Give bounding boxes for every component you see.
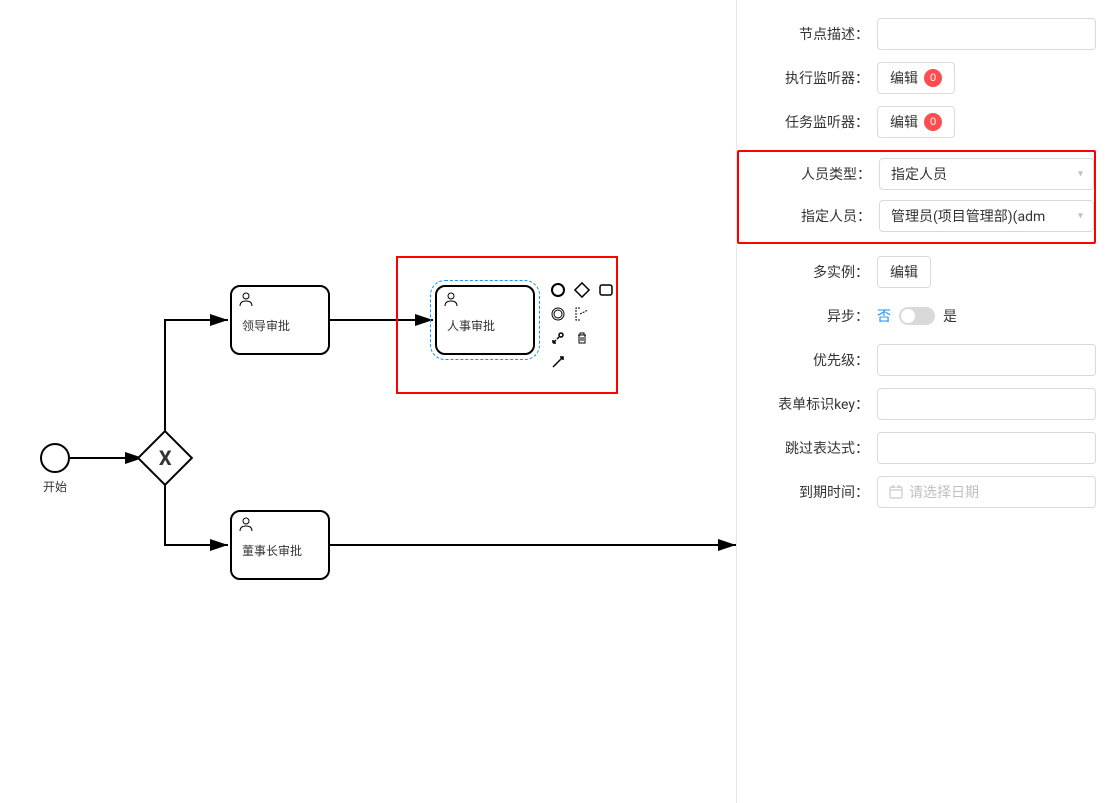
context-pad <box>548 280 616 372</box>
row-skip-expr: 跳过表达式： <box>737 432 1096 464</box>
task-chairman-approval[interactable]: 董事长审批 <box>230 510 330 580</box>
input-form-key[interactable] <box>877 388 1096 420</box>
row-node-desc: 节点描述： <box>737 18 1096 50</box>
append-task-icon[interactable] <box>596 280 616 300</box>
delete-icon[interactable] <box>572 328 592 348</box>
date-placeholder: 请选择日期 <box>909 482 979 502</box>
btn-label: 编辑 <box>890 112 918 132</box>
row-due-date: 到期时间： 请选择日期 <box>737 476 1096 508</box>
label-person-type: 人员类型： <box>739 164 879 184</box>
flow-layer <box>0 0 736 803</box>
task-leader-approval[interactable]: 领导审批 <box>230 285 330 355</box>
gateway-x-icon: X <box>159 446 172 470</box>
append-gateway-icon[interactable] <box>572 280 592 300</box>
task-label: 董事长审批 <box>242 542 302 559</box>
row-priority: 优先级： <box>737 344 1096 376</box>
select-value: 指定人员 <box>891 164 947 184</box>
highlight-assignee-section: 人员类型： 指定人员 ▾ 指定人员： 管理员(项目管理部)(adm ▾ <box>737 150 1096 244</box>
user-task-icon <box>238 516 254 535</box>
row-form-key: 表单标识key： <box>737 388 1096 420</box>
properties-panel: 节点描述： 执行监听器： 编辑 0 任务监听器： 编辑 0 人员类型： 指 <box>736 0 1116 803</box>
annotation-icon[interactable] <box>572 304 592 324</box>
input-due-date[interactable]: 请选择日期 <box>877 476 1096 508</box>
label-task-listener: 任务监听器： <box>737 112 877 132</box>
append-intermediate-icon[interactable] <box>548 304 568 324</box>
row-multi-instance: 多实例： 编辑 <box>737 256 1096 288</box>
switch-off-label: 否 <box>877 306 891 326</box>
label-exec-listener: 执行监听器： <box>737 68 877 88</box>
bpmn-canvas[interactable]: 开始 X 领导审批 人事审批 董事长审批 <box>0 0 736 803</box>
btn-label: 编辑 <box>890 262 918 282</box>
label-async: 异步： <box>737 306 877 326</box>
select-value: 管理员(项目管理部)(adm <box>891 206 1045 226</box>
select-assignee[interactable]: 管理员(项目管理部)(adm ▾ <box>879 200 1094 232</box>
append-end-event-icon[interactable] <box>548 280 568 300</box>
calendar-icon <box>889 485 903 499</box>
row-assignee: 指定人员： 管理员(项目管理部)(adm ▾ <box>739 200 1094 232</box>
row-person-type: 人员类型： 指定人员 ▾ <box>739 158 1094 190</box>
chevron-down-icon: ▾ <box>1078 211 1083 222</box>
badge-exec-count: 0 <box>924 69 942 87</box>
row-async: 异步： 否 是 <box>737 300 1096 332</box>
label-form-key: 表单标识key： <box>737 394 877 414</box>
input-skip-expr[interactable] <box>877 432 1096 464</box>
connect-icon[interactable] <box>548 352 568 372</box>
row-task-listener: 任务监听器： 编辑 0 <box>737 106 1096 138</box>
exclusive-gateway[interactable]: X <box>137 430 194 487</box>
btn-edit-exec-listener[interactable]: 编辑 0 <box>877 62 955 94</box>
btn-label: 编辑 <box>890 68 918 88</box>
select-person-type[interactable]: 指定人员 ▾ <box>879 158 1094 190</box>
btn-edit-multi-instance[interactable]: 编辑 <box>877 256 931 288</box>
switch-on-label: 是 <box>943 306 957 326</box>
label-node-desc: 节点描述： <box>737 24 877 44</box>
row-exec-listener: 执行监听器： 编辑 0 <box>737 62 1096 94</box>
switch-async[interactable] <box>899 307 935 325</box>
task-label: 领导审批 <box>242 317 290 334</box>
empty-icon <box>596 304 616 324</box>
user-task-icon <box>238 291 254 310</box>
user-task-icon <box>443 291 459 310</box>
empty-icon-2 <box>596 328 616 348</box>
chevron-down-icon: ▾ <box>1078 169 1083 180</box>
input-priority[interactable] <box>877 344 1096 376</box>
label-skip-expr: 跳过表达式： <box>737 438 877 458</box>
switch-knob <box>901 309 915 323</box>
badge-task-count: 0 <box>924 113 942 131</box>
btn-edit-task-listener[interactable]: 编辑 0 <box>877 106 955 138</box>
task-hr-approval[interactable]: 人事审批 <box>435 285 535 355</box>
task-label: 人事审批 <box>447 317 495 334</box>
label-multi-instance: 多实例： <box>737 262 877 282</box>
input-node-desc[interactable] <box>877 18 1096 50</box>
start-event[interactable] <box>40 443 70 473</box>
change-type-icon[interactable] <box>548 328 568 348</box>
label-due-date: 到期时间： <box>737 482 877 502</box>
start-event-label: 开始 <box>32 478 78 495</box>
label-priority: 优先级： <box>737 350 877 370</box>
label-assignee: 指定人员： <box>739 206 879 226</box>
